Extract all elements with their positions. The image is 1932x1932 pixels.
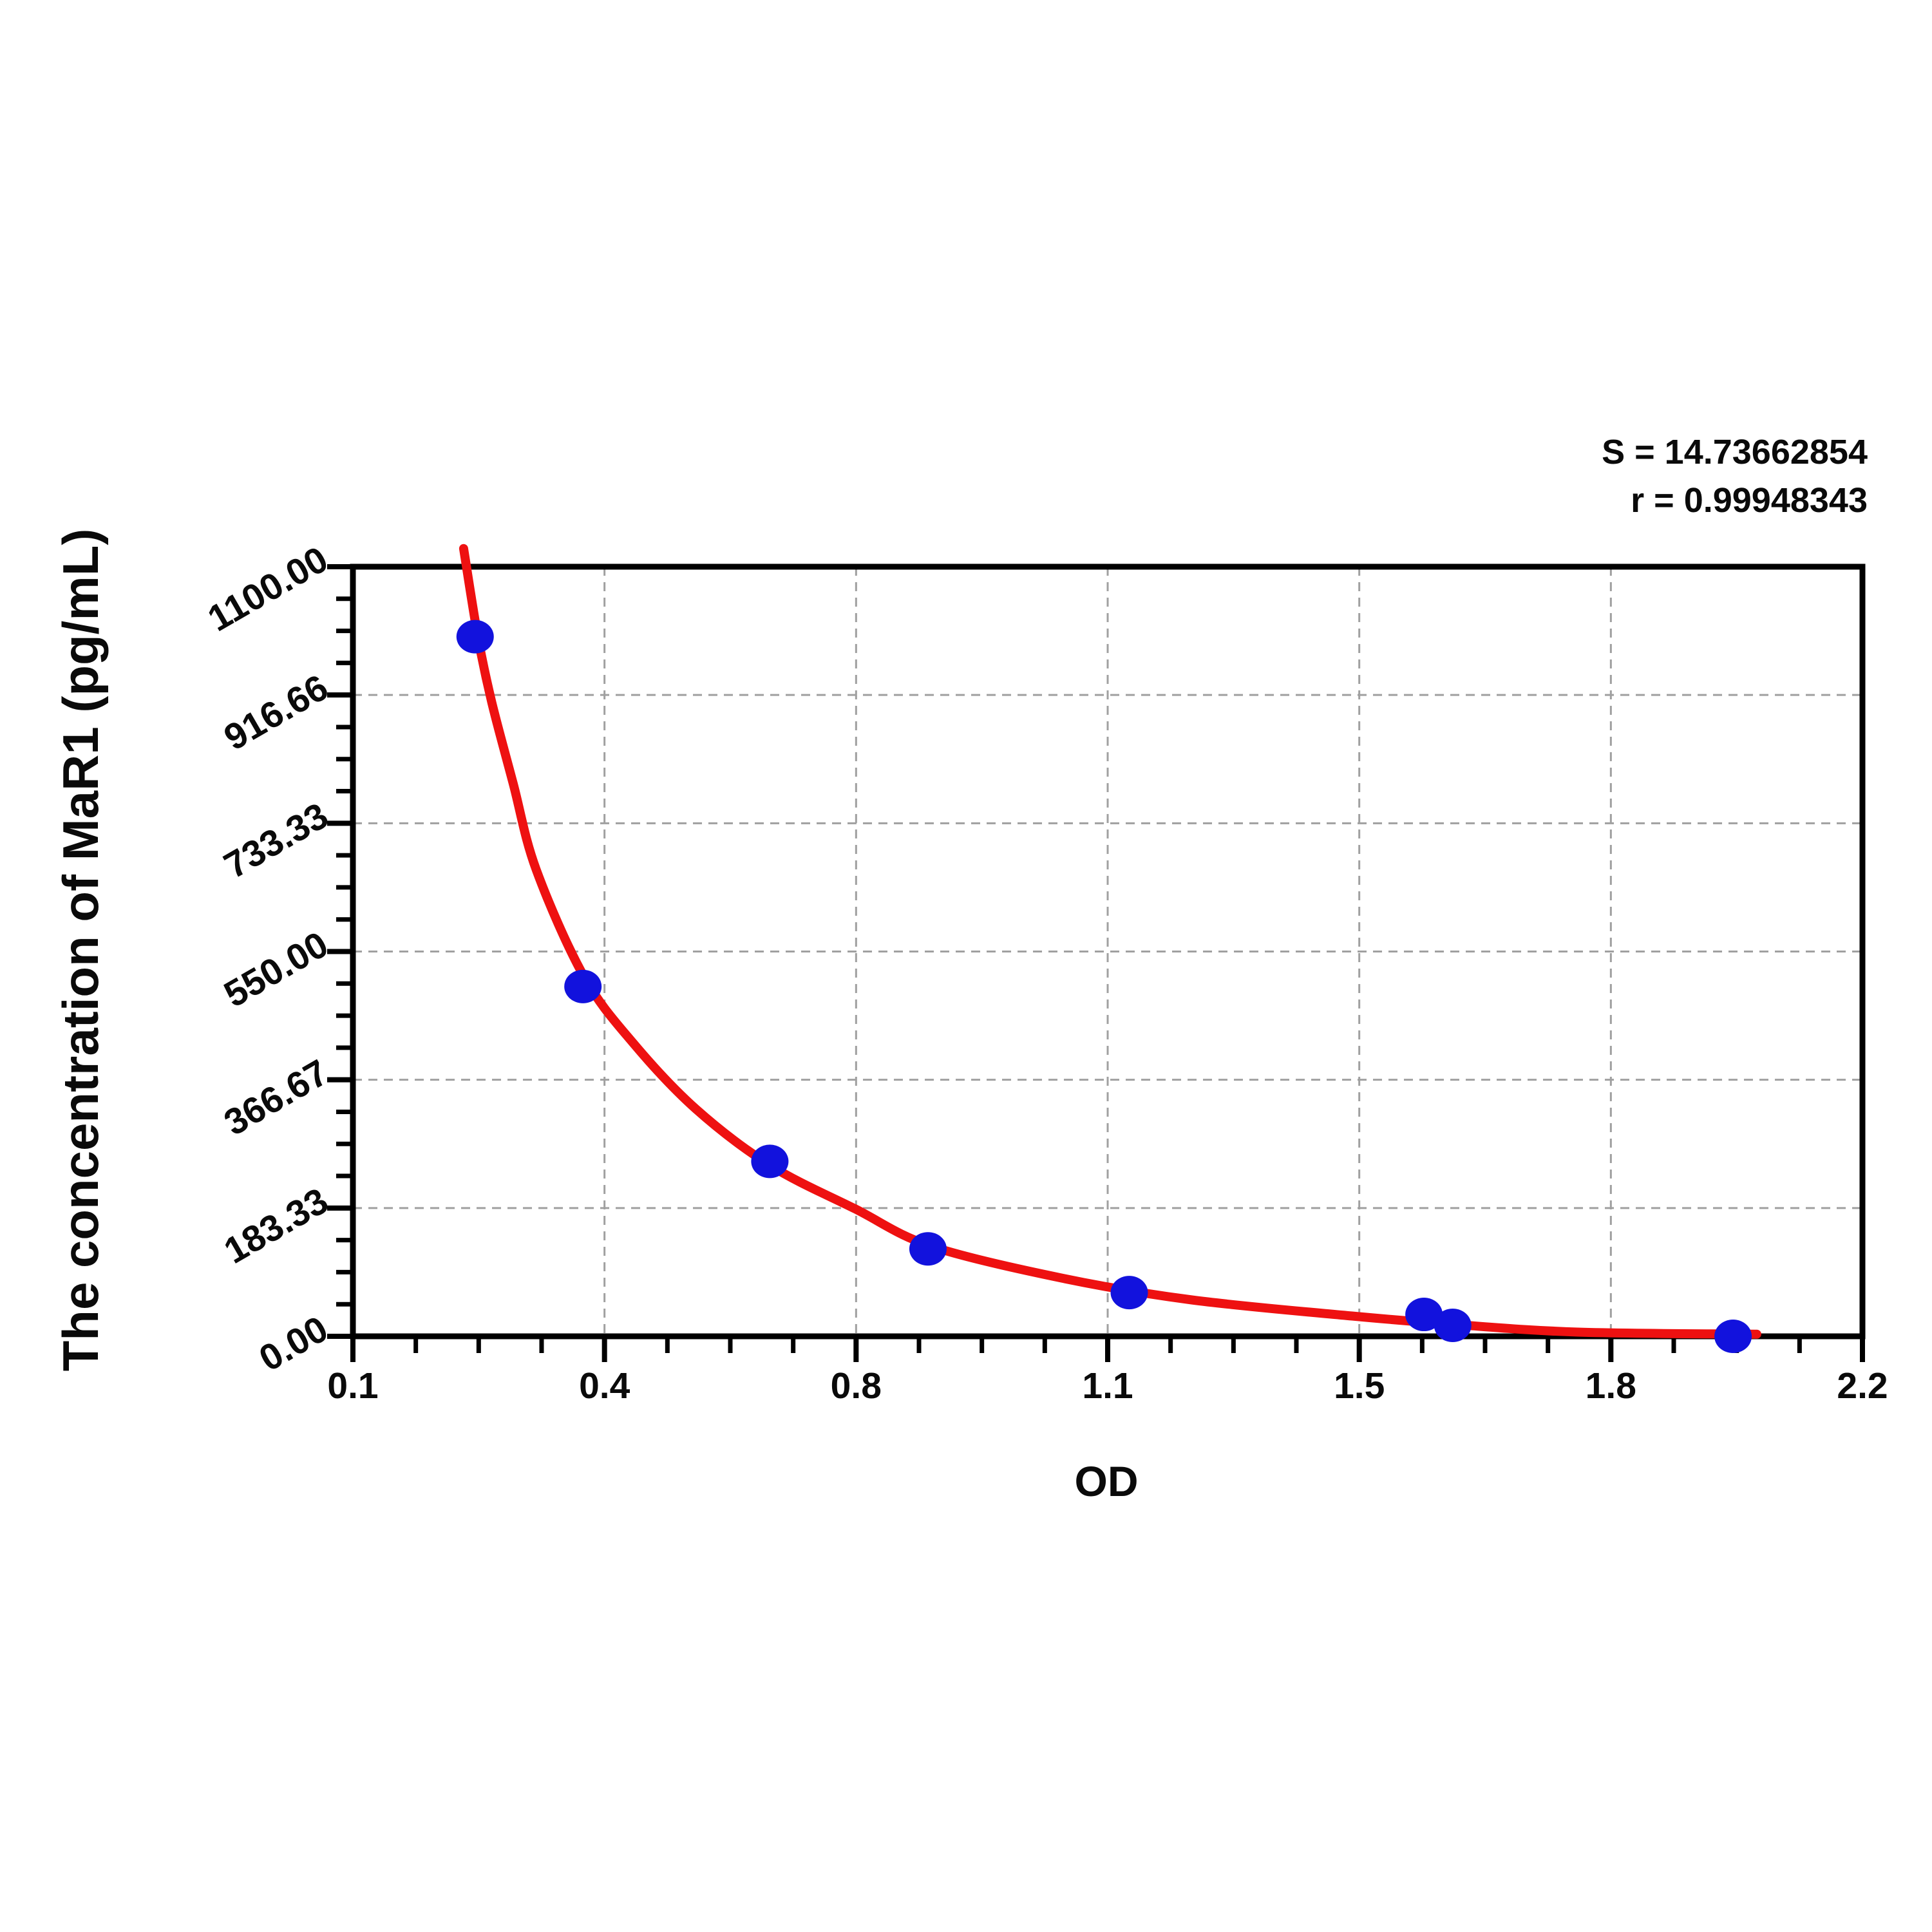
x-tick-label: 1.5 (1334, 1365, 1385, 1406)
plot-border (350, 564, 1866, 1340)
x-tick-label: 2.2 (1837, 1365, 1888, 1406)
data-point (1110, 1276, 1148, 1310)
annotation-correlation: r = 0.99948343 (1631, 481, 1868, 520)
data-point (456, 620, 494, 654)
data-point (1714, 1320, 1752, 1353)
x-tick-label: 1.8 (1585, 1365, 1636, 1406)
data-point (564, 969, 602, 1003)
data-point (909, 1232, 947, 1266)
x-axis-title: OD (1074, 1457, 1139, 1505)
data-point (1405, 1298, 1443, 1332)
annotation-slope: S = 14.73662854 (1602, 433, 1868, 471)
data-point (1434, 1309, 1472, 1343)
x-tick-label: 1.1 (1082, 1365, 1133, 1406)
fitted-curve (459, 544, 1761, 1339)
data-point (751, 1144, 789, 1179)
x-tick-label: 0.8 (830, 1365, 882, 1406)
x-tick-label: 0.1 (327, 1365, 379, 1406)
x-tick-label: 0.4 (579, 1365, 630, 1406)
